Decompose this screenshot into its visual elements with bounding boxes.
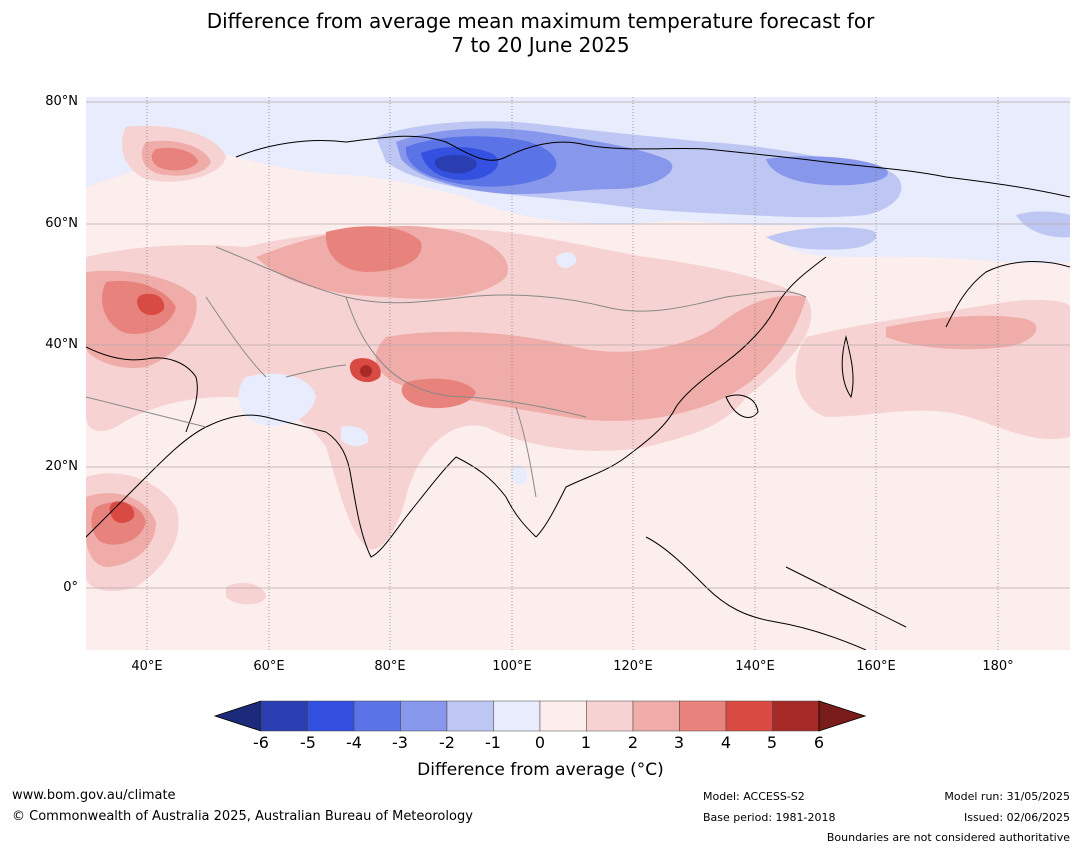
- lon-label-160e: 160°E: [856, 659, 896, 674]
- siberia-cool-6: [434, 154, 477, 174]
- colorbar-tick: -1: [485, 733, 501, 752]
- footer-url: www.bom.gov.au/climate: [12, 788, 176, 803]
- colorbar-tick: 2: [627, 733, 639, 752]
- colorbar-cell: [260, 700, 308, 732]
- title-line-1: Difference from average mean maximum tem…: [206, 9, 875, 33]
- east-cool-2: [766, 227, 877, 250]
- lon-label-80e: 80°E: [374, 659, 406, 674]
- lat-label-60n: 60°N: [45, 216, 78, 231]
- colorbar-cell: [400, 700, 448, 732]
- footer-model-run: Model run: 31/05/2025: [944, 790, 1070, 803]
- lon-label-120e: 120°E: [613, 659, 653, 674]
- footer-base-period: Base period: 1981-2018: [703, 811, 836, 824]
- colorbar-cell: [679, 700, 727, 732]
- colorbar-tick: -2: [439, 733, 455, 752]
- colorbar-tick: -6: [253, 733, 269, 752]
- colorbar-cell: [493, 700, 541, 732]
- colorbar-cells: [214, 700, 866, 732]
- cool-patches: [238, 252, 577, 485]
- colorbar-tick: 4: [720, 733, 732, 752]
- lat-label-20n: 20°N: [45, 459, 78, 474]
- coastlines: [86, 135, 1070, 650]
- colorbar-tick: -5: [300, 733, 316, 752]
- east-siberia-cool-3: [766, 156, 888, 186]
- footer-issued: Issued: 02/06/2025: [963, 811, 1070, 824]
- colorbar-tick: 5: [766, 733, 778, 752]
- colorbar-tick: 3: [673, 733, 685, 752]
- colorbar-tick: -3: [392, 733, 408, 752]
- colorbar-tick: 1: [580, 733, 592, 752]
- colorbar-extend-high: [818, 700, 866, 732]
- footer-model: Model: ACCESS-S2: [703, 790, 805, 803]
- colorbar-cell: [586, 700, 634, 732]
- map-title: Difference from average mean maximum tem…: [0, 9, 1081, 57]
- lat-label-80n: 80°N: [45, 94, 78, 109]
- colorbar-tick: 0: [534, 733, 546, 752]
- colorbar-tick: 6: [813, 733, 825, 752]
- temperature-anomaly-map: [86, 97, 1070, 650]
- map-svg: [86, 97, 1070, 650]
- colorbar-cell: [539, 700, 587, 732]
- lon-label-180: 180°: [982, 659, 1014, 674]
- colorbar: [214, 700, 866, 732]
- graticule: [146, 97, 999, 650]
- colorbar-extend-low: [214, 700, 262, 732]
- kamchatka-cool-2: [1016, 211, 1070, 238]
- country-borders: [86, 246, 807, 498]
- footer-copyright: © Commonwealth of Australia 2025, Austra…: [12, 809, 473, 824]
- colorbar-cell: [632, 700, 680, 732]
- latitude-lines: [86, 101, 1070, 589]
- colorbar-tick: -4: [346, 733, 362, 752]
- colorbar-cell: [446, 700, 494, 732]
- lon-label-40e: 40°E: [131, 659, 163, 674]
- colorbar-cell: [353, 700, 401, 732]
- footer-disclaimer: Boundaries are not considered authoritat…: [826, 831, 1070, 844]
- title-line-2: 7 to 20 June 2025: [451, 33, 630, 57]
- lon-label-140e: 140°E: [735, 659, 775, 674]
- lat-label-0: 0°: [63, 580, 78, 595]
- lon-label-60e: 60°E: [253, 659, 285, 674]
- colorbar-cell: [772, 700, 820, 732]
- warm-peak-tibet: [360, 365, 372, 377]
- colorbar-cell: [307, 700, 355, 732]
- colorbar-label: Difference from average (°C): [417, 760, 664, 780]
- lon-label-100e: 100°E: [492, 659, 532, 674]
- colorbar-cell: [725, 700, 773, 732]
- lat-label-40n: 40°N: [45, 337, 78, 352]
